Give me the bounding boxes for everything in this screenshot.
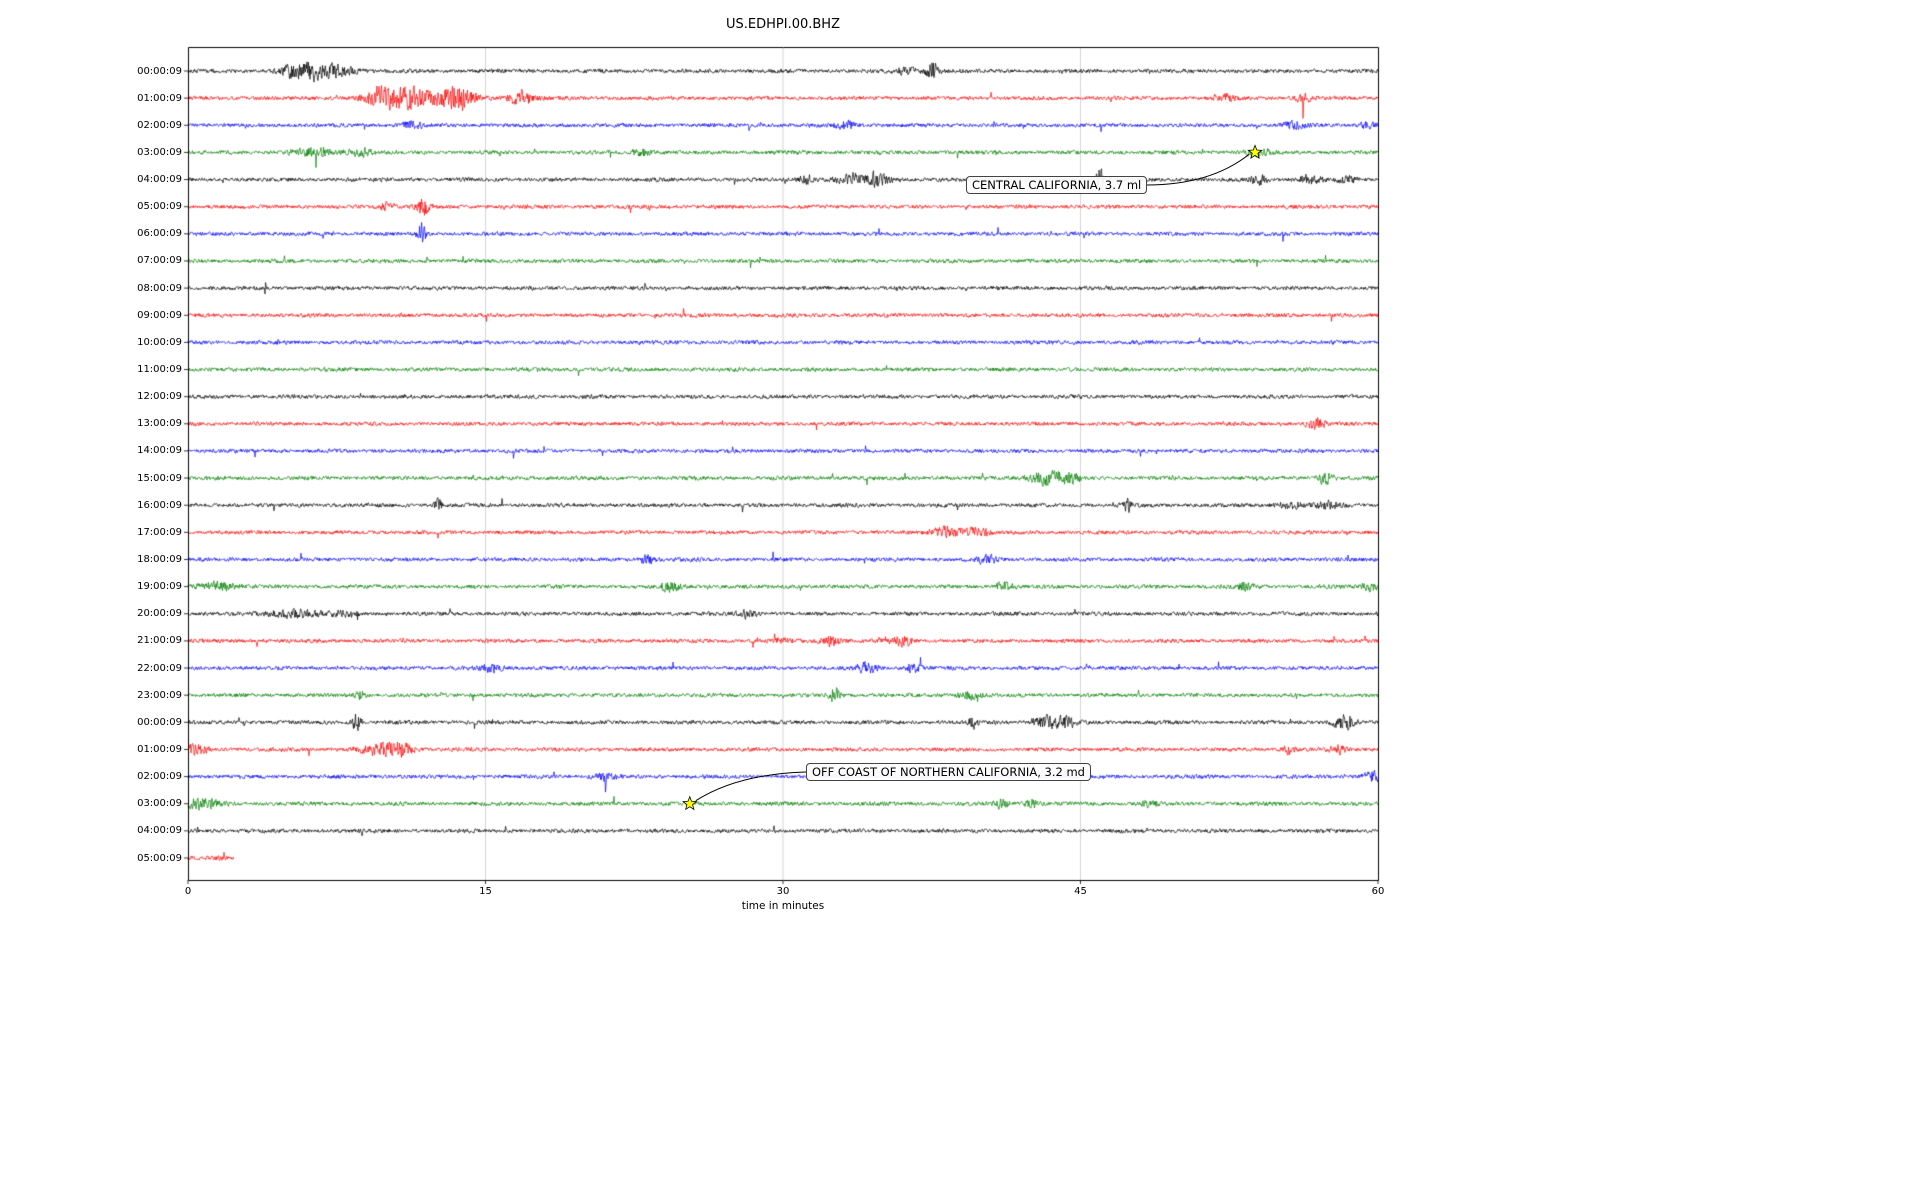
y-axis-label: 10:00:09 xyxy=(137,336,182,348)
y-axis-label: 13:00:09 xyxy=(137,418,182,430)
y-axis-label: 23:00:09 xyxy=(137,689,182,701)
y-axis-label: 22:00:09 xyxy=(137,662,182,674)
event-annotation-off-coast-northern-california: OFF COAST OF NORTHERN CALIFORNIA, 3.2 md xyxy=(806,763,1091,781)
x-axis-tick-label: 60 xyxy=(1371,886,1385,897)
y-axis-label: 16:00:09 xyxy=(137,499,182,511)
y-axis-label: 00:00:09 xyxy=(137,65,182,77)
y-axis-label: 01:00:09 xyxy=(137,743,182,755)
y-axis-label: 02:00:09 xyxy=(137,771,182,783)
y-axis-label: 04:00:09 xyxy=(137,174,182,186)
x-axis-title: time in minutes xyxy=(741,900,825,912)
event-annotation-central-california: CENTRAL CALIFORNIA, 3.7 ml xyxy=(966,176,1148,194)
y-axis-label: 19:00:09 xyxy=(137,581,182,593)
x-axis-tick-label: 15 xyxy=(479,886,492,897)
y-axis-label: 04:00:09 xyxy=(137,825,182,837)
x-axis-tick-label: 45 xyxy=(1074,886,1087,897)
y-axis-label: 15:00:09 xyxy=(137,472,182,484)
y-axis-label: 14:00:09 xyxy=(137,445,182,457)
y-axis-label: 05:00:09 xyxy=(137,201,182,213)
event-annotation-label: CENTRAL CALIFORNIA, 3.7 ml xyxy=(972,178,1142,192)
y-axis-label: 12:00:09 xyxy=(137,391,182,403)
y-axis-label: 11:00:09 xyxy=(137,364,182,376)
y-axis-label: 03:00:09 xyxy=(137,798,182,810)
x-axis-tick-label: 30 xyxy=(776,886,790,897)
y-axis-label: 07:00:09 xyxy=(137,255,182,267)
y-axis-label: 02:00:09 xyxy=(137,119,182,131)
y-axis-label: 01:00:09 xyxy=(137,92,182,104)
y-axis-label: 21:00:09 xyxy=(137,635,182,647)
y-axis-label: 03:00:09 xyxy=(137,146,182,158)
y-axis-label: 00:00:09 xyxy=(137,716,182,728)
y-axis-label: 17:00:09 xyxy=(137,526,182,538)
y-axis-label: 18:00:09 xyxy=(137,553,182,565)
y-axis-label: 09:00:09 xyxy=(137,309,182,321)
y-axis-label: 20:00:09 xyxy=(137,608,182,620)
y-axis-label: 06:00:09 xyxy=(137,228,182,240)
y-axis-label: 05:00:09 xyxy=(137,852,182,864)
event-annotation-label: OFF COAST OF NORTHERN CALIFORNIA, 3.2 md xyxy=(812,765,1085,779)
y-axis-label: 08:00:09 xyxy=(137,282,182,294)
x-axis-tick-label: 0 xyxy=(184,886,192,897)
